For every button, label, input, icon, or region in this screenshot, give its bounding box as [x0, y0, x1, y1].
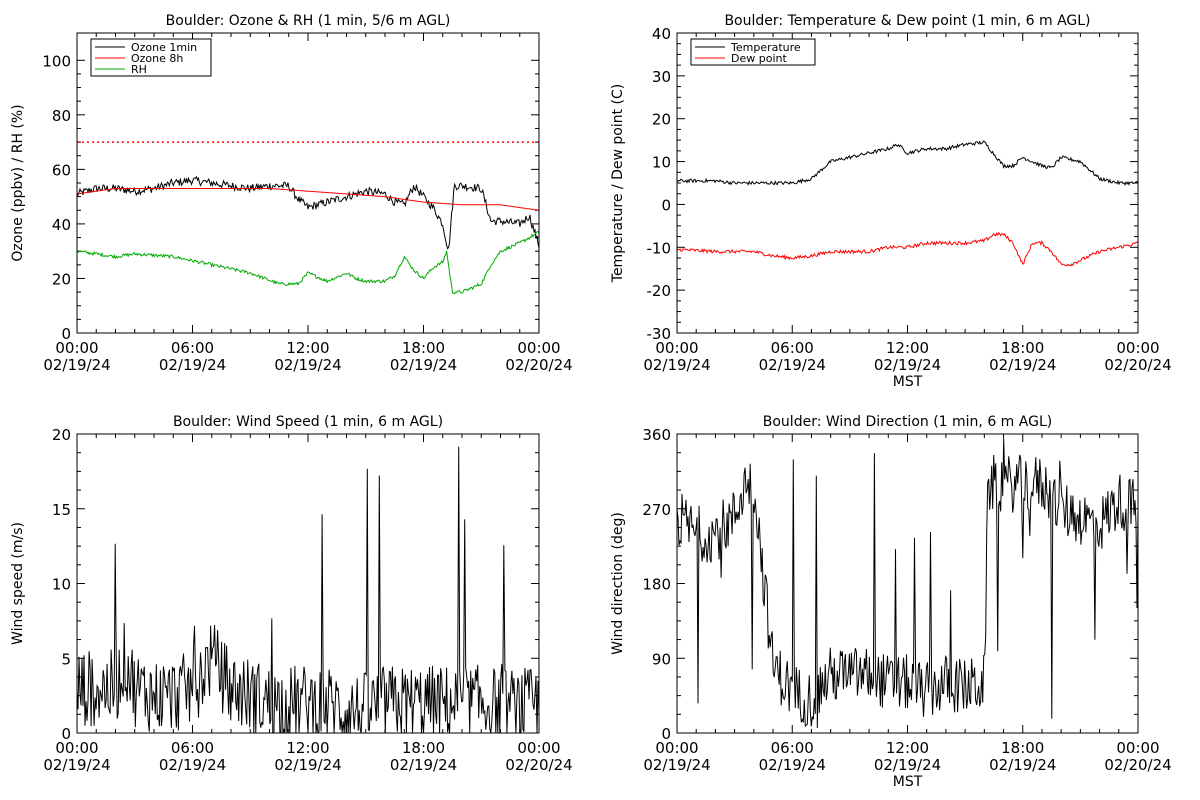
- x-tick-label: 00:00 02/19/24: [43, 739, 110, 774]
- chart-title: Boulder: Wind Speed (1 min, 6 m AGL): [173, 414, 443, 430]
- x-tick-label: 00:00 02/20/24: [505, 339, 572, 374]
- y-tick-label: 100: [42, 52, 71, 70]
- y-tick-label: 360: [642, 426, 671, 444]
- x-tick-label: 00:00 02/20/24: [1104, 739, 1171, 774]
- y-tick-label: 180: [642, 576, 671, 594]
- x-tick-label: 00:00 02/19/24: [643, 339, 710, 374]
- y-tick-label: 0: [61, 725, 71, 743]
- x-tick-label: 18:00 02/19/24: [989, 339, 1056, 374]
- legend-label: RH: [131, 63, 147, 76]
- x-axis-label: MST: [893, 774, 923, 790]
- y-tick-label: 20: [52, 270, 71, 288]
- y-tick-label: 0: [661, 725, 671, 743]
- chart-title: Boulder: Wind Direction (1 min, 6 m AGL): [763, 414, 1052, 430]
- x-tick-label: 06:00 02/19/24: [759, 339, 826, 374]
- y-tick-label: 30: [652, 68, 671, 86]
- y-tick-label: 90: [652, 650, 671, 668]
- y-tick-label: -10: [647, 239, 672, 257]
- chart-title: Boulder: Ozone & RH (1 min, 5/6 m AGL): [166, 13, 451, 29]
- y-tick-label: 40: [652, 25, 671, 43]
- plot-frame: [676, 433, 1139, 734]
- x-tick-label: 12:00 02/19/24: [274, 339, 341, 374]
- chart-title: Boulder: Temperature & Dew point (1 min,…: [724, 13, 1090, 29]
- y-axis-label: Ozone (ppbv) / RH (%): [10, 104, 26, 261]
- x-tick-label: 06:00 02/19/24: [159, 739, 226, 774]
- y-tick-label: 0: [61, 325, 71, 343]
- series-line-rh: [77, 230, 539, 295]
- x-tick-label: 00:00 02/19/24: [643, 739, 710, 774]
- y-tick-label: -30: [647, 325, 672, 343]
- y-tick-label: 270: [642, 501, 671, 519]
- plot-frame: [676, 32, 1139, 334]
- chart-panel-2: Boulder: Wind Speed (1 min, 6 m AGL) Wind…: [10, 414, 573, 774]
- legend-box: [690, 38, 816, 66]
- chart-panel-1: Boulder: Temperature & Dew point (1 min,…: [610, 13, 1172, 390]
- series-line-0: [677, 438, 1138, 729]
- x-tick-label: 00:00 02/20/24: [505, 739, 572, 774]
- y-tick-label: 0: [661, 196, 671, 214]
- x-tick-label: 12:00 02/19/24: [874, 339, 941, 374]
- x-tick-label: 00:00 02/20/24: [1104, 339, 1171, 374]
- y-tick-label: 40: [52, 216, 71, 234]
- series-line-dew-point: [677, 231, 1138, 267]
- legend-label: Dew point: [731, 52, 787, 65]
- y-tick-label: 15: [52, 501, 71, 519]
- x-tick-label: 12:00 02/19/24: [274, 739, 341, 774]
- x-tick-label: 00:00 02/19/24: [43, 339, 110, 374]
- x-tick-label: 06:00 02/19/24: [159, 339, 226, 374]
- y-tick-label: 20: [52, 426, 71, 444]
- y-tick-label: 10: [652, 154, 671, 172]
- series-line-0: [77, 446, 539, 733]
- x-axis-label: MST: [893, 374, 923, 390]
- y-tick-label: 10: [52, 576, 71, 594]
- legend-label: Ozone 1min: [131, 41, 197, 54]
- chart-panel-0: Boulder: Ozone & RH (1 min, 5/6 m AGL) Oz…: [10, 13, 573, 374]
- y-axis-label: Wind direction (deg): [610, 512, 626, 655]
- y-tick-label: -20: [647, 282, 672, 300]
- x-tick-label: 18:00 02/19/24: [390, 739, 457, 774]
- series-line-ozone-8h: [77, 188, 539, 211]
- x-tick-label: 12:00 02/19/24: [874, 739, 941, 774]
- plot-frame: [76, 433, 540, 734]
- x-tick-label: 18:00 02/19/24: [390, 339, 457, 374]
- legend-label: Ozone 8h: [131, 52, 183, 65]
- y-tick-label: 20: [652, 111, 671, 129]
- legend-label: Temperature: [730, 41, 801, 54]
- y-axis-label: Temperature / Dew point (C): [610, 84, 626, 283]
- y-axis-label: Wind speed (m/s): [10, 522, 26, 645]
- y-tick-label: 80: [52, 107, 71, 125]
- x-tick-label: 06:00 02/19/24: [759, 739, 826, 774]
- plot-frame: [76, 32, 540, 334]
- chart-panel-3: Boulder: Wind Direction (1 min, 6 m AGL)…: [610, 414, 1172, 790]
- x-tick-label: 18:00 02/19/24: [989, 739, 1056, 774]
- y-tick-label: 5: [61, 650, 71, 668]
- series-line-temperature: [677, 140, 1138, 186]
- y-tick-label: 60: [52, 161, 71, 179]
